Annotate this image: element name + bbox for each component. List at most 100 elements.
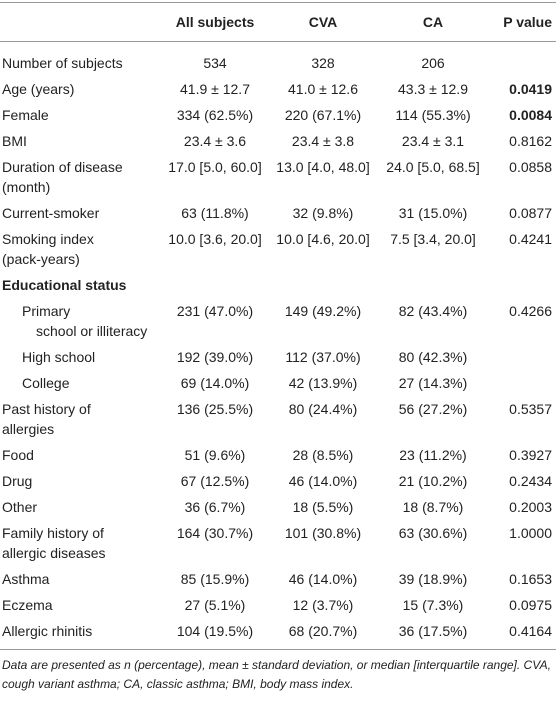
value-cell: 46 (14.0%) — [288, 571, 358, 587]
value-cell: 17.0 [5.0, 60.0] — [168, 159, 262, 175]
p-value: 0.2003 — [509, 499, 552, 515]
row-label: Smoking index (pack-years) — [0, 226, 162, 272]
table-row: Drug 67 (12.5%) 46 (14.0%) 21 (10.2%) 0.2434 — [0, 468, 556, 494]
value-cell: 112 (37.0%) — [285, 349, 361, 365]
row-label: Female — [2, 107, 49, 123]
value-cell: 36 (17.5%) — [378, 618, 488, 650]
value-cell: 114 (55.3%) — [395, 107, 471, 123]
value-cell: 24.0 [5.0, 68.5] — [386, 159, 480, 175]
value-cell: 334 (62.5%) — [176, 107, 254, 123]
row-label: Other — [2, 499, 38, 515]
value-cell: 23.4 ± 3.1 — [401, 133, 465, 149]
column-header: CA — [378, 2, 488, 42]
table-row: Other 36 (6.7%) 18 (5.5%) 18 (8.7%) 0.2003 — [0, 494, 556, 520]
row-label: Asthma — [2, 571, 50, 587]
p-value: 0.0858 — [509, 159, 552, 175]
label-line: (month) — [2, 179, 51, 195]
value-cell: 36 (6.7%) — [184, 499, 246, 515]
label-line: allergic diseases — [2, 545, 106, 561]
column-header: P value — [488, 2, 556, 42]
column-header: All subjects — [162, 2, 268, 42]
value-cell: 51 (9.6%) — [184, 447, 246, 463]
value-cell: 68 (20.7%) — [268, 618, 378, 650]
value-cell: 80 (42.3%) — [398, 349, 468, 365]
value-cell: 192 (39.0%) — [176, 349, 254, 365]
value-cell: 328 — [311, 55, 335, 71]
row-label: Eczema — [2, 597, 53, 613]
row-label: Allergic rhinitis — [0, 618, 162, 650]
table-row: Food 51 (9.6%) 28 (8.5%) 23 (11.2%) 0.3927 — [0, 442, 556, 468]
p-value: 0.0975 — [509, 597, 552, 613]
label-line: Smoking index — [2, 231, 94, 247]
value-cell: 10.0 [4.6, 20.0] — [276, 231, 370, 247]
value-cell: 136 (25.5%) — [176, 401, 254, 417]
row-label: BMI — [2, 133, 27, 149]
value-cell: 231 (47.0%) — [176, 303, 254, 319]
value-cell: 63 (11.8%) — [181, 205, 249, 221]
p-value: 0.8162 — [509, 133, 552, 149]
value-cell: 80 (24.4%) — [288, 401, 358, 417]
table-row: Age (years) 41.9 ± 12.7 41.0 ± 12.6 43.3 ± … — [0, 76, 556, 102]
value-cell: 56 (27.2%) — [398, 401, 468, 417]
p-value — [488, 344, 556, 370]
label-line: allergies — [2, 421, 55, 437]
p-value: 0.2434 — [509, 473, 552, 489]
table-row: BMI 23.4 ± 3.6 23.4 ± 3.8 23.4 ± 3.1 0.8162 — [0, 128, 556, 154]
label-line: Family history of — [2, 525, 104, 541]
data-table: All subjects CVA CA P value Number of subje… — [0, 2, 556, 650]
value-cell: 18 (5.5%) — [292, 499, 354, 515]
table-row: High school 192 (39.0%) 112 (37.0%) 80 (42.… — [0, 344, 556, 370]
table-row: College 69 (14.0%) 42 (13.9%) 27 (14.3%) — [0, 370, 556, 396]
table-row: Primary school or illiteracy 231 (47.0%) 14… — [0, 298, 556, 344]
p-value: 0.4164 — [488, 618, 556, 650]
value-cell: 10.0 [3.6, 20.0] — [168, 231, 262, 247]
table-row: Duration of disease (month) 17.0 [5.0, 60.… — [0, 154, 556, 200]
table-row: Eczema 27 (5.1%) 12 (3.7%) 15 (7.3%) 0.0975 — [0, 592, 556, 618]
value-cell: 27 (5.1%) — [184, 597, 246, 613]
value-cell: 42 (13.9%) — [288, 375, 358, 391]
value-cell: 12 (3.7%) — [292, 597, 354, 613]
p-value: 0.4266 — [509, 303, 552, 319]
p-value: 1.0000 — [509, 525, 552, 541]
value-cell: 13.0 [4.0, 48.0] — [276, 159, 370, 175]
value-cell: 28 (8.5%) — [292, 447, 354, 463]
table-row: Female 334 (62.5%) 220 (67.1%) 114 (55.3%) 0… — [0, 102, 556, 128]
p-value — [488, 42, 556, 77]
footnote: Data are presented as n (percentage), me… — [2, 658, 551, 691]
table-row: Number of subjects 534 328 206 — [0, 42, 556, 77]
value-cell: 63 (30.6%) — [398, 525, 468, 541]
row-label: Family history of allergic diseases — [0, 520, 162, 566]
value-cell: 23.4 ± 3.6 — [183, 133, 247, 149]
label-line: (pack-years) — [2, 251, 80, 267]
table-row: Past history of allergies 136 (25.5%) 80 (2… — [0, 396, 556, 442]
row-label: Primary school or illiteracy — [0, 298, 162, 344]
value-cell: 46 (14.0%) — [288, 473, 358, 489]
value-cell: 15 (7.3%) — [402, 597, 464, 613]
value-cell: 220 (67.1%) — [284, 107, 362, 123]
value-cell: 85 (15.9%) — [180, 571, 250, 587]
column-header: CVA — [268, 2, 378, 42]
p-value: 0.0419 — [509, 81, 552, 97]
table-row: Asthma 85 (15.9%) 46 (14.0%) 39 (18.9%) 0.16… — [0, 566, 556, 592]
row-label: College — [22, 375, 70, 391]
value-cell: 101 (30.8%) — [284, 525, 362, 541]
value-cell: 104 (19.5%) — [162, 618, 268, 650]
row-label: Drug — [2, 473, 33, 489]
p-value: 0.0084 — [509, 107, 552, 123]
table-row: Educational status — [0, 272, 556, 298]
row-label: Food — [2, 447, 34, 463]
value-cell: 206 — [421, 55, 445, 71]
table-row: Smoking index (pack-years) 10.0 [3.6, 20.0… — [0, 226, 556, 272]
p-value: 0.3927 — [509, 447, 552, 463]
header-row: All subjects CVA CA P value — [0, 2, 556, 42]
value-cell: 534 — [203, 55, 227, 71]
value-cell: 27 (14.3%) — [398, 375, 468, 391]
table-row: Family history of allergic diseases 164 (3… — [0, 520, 556, 566]
row-label: Current-smoker — [2, 205, 100, 221]
value-cell: 7.5 [3.4, 20.0] — [390, 231, 476, 247]
p-value: 0.5357 — [509, 401, 552, 417]
value-cell: 69 (14.0%) — [180, 375, 250, 391]
value-cell: 164 (30.7%) — [176, 525, 254, 541]
value-cell: 82 (43.4%) — [398, 303, 468, 319]
